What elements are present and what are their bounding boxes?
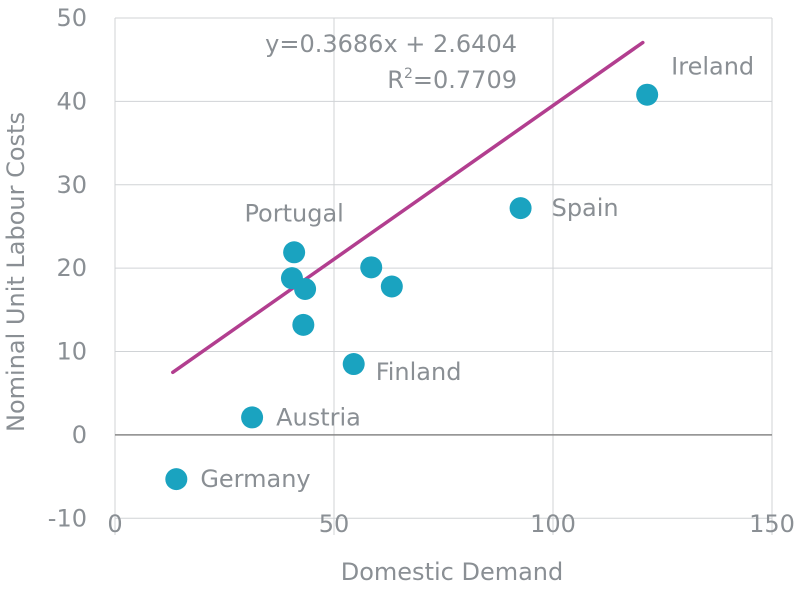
x-tick-label: 100 <box>530 510 576 538</box>
r-squared-prefix: R <box>387 66 404 94</box>
point-label-spain: Spain <box>552 194 619 222</box>
data-point-germany <box>165 468 188 491</box>
data-point-austria <box>241 406 264 429</box>
point-label-ireland: Ireland <box>671 53 754 81</box>
y-tick-label: 10 <box>56 338 87 366</box>
point-label-finland: Finland <box>376 358 462 386</box>
data-points: Ireland Spain Portugal Finland Austria German… <box>165 53 754 493</box>
y-tick-label: 0 <box>72 421 87 449</box>
grid <box>114 17 773 535</box>
y-tick-label: 40 <box>56 87 87 115</box>
data-point-finland <box>342 353 365 376</box>
y-axis-title: Nominal Unit Labour Costs <box>2 112 30 432</box>
data-point <box>360 256 383 279</box>
data-point <box>294 278 317 300</box>
data-point-spain <box>509 197 532 220</box>
trendline-equation: y=0.3686x + 2.6404 <box>265 30 517 58</box>
r-squared-label: R2=0.7709 <box>387 66 517 94</box>
trendline-group <box>171 40 645 375</box>
point-label-portugal: Portugal <box>244 199 343 227</box>
x-tick-label: 50 <box>319 510 350 538</box>
x-tick-label: 150 <box>749 510 795 538</box>
point-label-germany: Germany <box>200 465 310 493</box>
r-squared-sup: 2 <box>404 66 413 82</box>
y-tick-label: -10 <box>48 504 87 532</box>
x-axis-title: Domestic Demand <box>341 558 564 586</box>
point-label-austria: Austria <box>276 403 361 431</box>
tick-labels: -10 0 10 20 30 40 50 0 50 100 150 <box>48 4 795 538</box>
y-tick-label: 20 <box>56 254 87 282</box>
data-point <box>380 275 403 298</box>
data-point-ireland <box>636 83 659 106</box>
trendline <box>171 40 645 375</box>
y-tick-label: 50 <box>56 4 87 32</box>
x-tick-label: 0 <box>107 510 122 538</box>
data-point-portugal <box>283 241 306 264</box>
data-point <box>292 313 315 336</box>
r-squared-value: =0.7709 <box>413 66 517 94</box>
y-tick-label: 30 <box>56 171 87 199</box>
